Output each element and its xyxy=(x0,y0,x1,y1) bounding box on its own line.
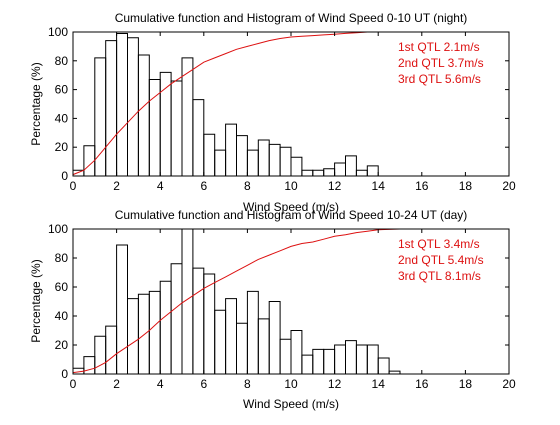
night-y-tick-label: 40 xyxy=(55,111,69,125)
day-chart-title: Cumulative function and Histogram of Win… xyxy=(115,208,468,222)
day-y-tick-label: 100 xyxy=(48,222,68,236)
day-histogram-bar xyxy=(268,301,281,374)
day-x-tick-label: 18 xyxy=(459,377,473,391)
night-y-tick-label: 60 xyxy=(55,83,69,97)
night-x-tick-label: 10 xyxy=(284,179,298,193)
day-histogram-bar xyxy=(290,330,303,374)
night-x-tick-label: 2 xyxy=(113,179,120,193)
day-y-tick-label: 80 xyxy=(55,251,69,265)
day-x-tick-label: 2 xyxy=(113,377,120,391)
day-histogram-bar xyxy=(377,357,390,374)
day-y-tick-label: 20 xyxy=(55,338,69,352)
night-x-tick-label: 4 xyxy=(157,179,164,193)
day-y-tick-label: 40 xyxy=(55,309,69,323)
day-chart-xlabel: Wind Speed (m/s) xyxy=(243,397,339,411)
day-chart: Cumulative function and Histogram of Win… xyxy=(29,208,516,411)
night-quartile-annotation: 1st QTL 2.1m/s xyxy=(398,40,480,54)
night-histogram-bar xyxy=(366,165,379,176)
day-x-tick-label: 20 xyxy=(502,377,516,391)
night-x-tick-label: 18 xyxy=(459,179,473,193)
day-quartile-annotation: 1st QTL 3.4m/s xyxy=(398,237,480,251)
day-x-tick-label: 12 xyxy=(328,377,342,391)
day-y-tick-label: 60 xyxy=(55,280,69,294)
night-chart-title: Cumulative function and Histogram of Win… xyxy=(115,11,468,25)
night-x-tick-label: 8 xyxy=(244,179,251,193)
night-y-tick-label: 80 xyxy=(55,54,69,68)
day-x-tick-label: 16 xyxy=(415,377,429,391)
night-quartile-annotation: 3rd QTL 5.6m/s xyxy=(398,72,481,86)
day-y-tick-label: 0 xyxy=(61,367,68,381)
night-chart-plot: 0 2 4 6 8 10 12 14 16 18 20 0 20 40 60 80 100 1st QTL 2.1… xyxy=(48,25,516,193)
night-y-tick-label: 0 xyxy=(61,169,68,183)
day-histogram-bar xyxy=(388,370,401,374)
night-x-tick-label: 20 xyxy=(502,179,516,193)
night-chart-xlabel: Wind Speed (m/s) xyxy=(243,200,339,214)
night-y-tick-label: 100 xyxy=(48,25,68,39)
day-x-tick-label: 10 xyxy=(284,377,298,391)
day-x-tick-label: 6 xyxy=(200,377,207,391)
day-x-tick-label: 0 xyxy=(70,377,77,391)
night-histogram-bar xyxy=(345,155,357,176)
day-quartile-annotation: 3rd QTL 8.1m/s xyxy=(398,269,481,283)
night-x-tick-label: 0 xyxy=(70,179,77,193)
night-x-tick-label: 16 xyxy=(415,179,429,193)
night-y-tick-label: 20 xyxy=(55,140,69,154)
day-x-tick-label: 8 xyxy=(244,377,251,391)
day-chart-ylabel: Percentage (%) xyxy=(29,259,43,342)
night-x-tick-label: 14 xyxy=(372,179,386,193)
day-quartile-annotation: 2nd QTL 5.4m/s xyxy=(398,253,484,267)
night-histogram-bar xyxy=(290,156,303,176)
night-cumulative-line xyxy=(73,32,509,176)
night-chart: Cumulative function and Histogram of Win… xyxy=(29,11,516,214)
day-chart-plot: 0 2 4 6 8 10 12 14 16 18 20 0 20 40 60 80 100 1st QTL 3.4… xyxy=(48,222,516,391)
night-x-tick-label: 12 xyxy=(328,179,342,193)
night-chart-ylabel: Percentage (%) xyxy=(29,62,43,145)
night-quartile-annotation: 2nd QTL 3.7m/s xyxy=(398,56,484,70)
night-x-tick-label: 6 xyxy=(200,179,207,193)
day-x-tick-label: 4 xyxy=(157,377,164,391)
day-x-tick-label: 14 xyxy=(372,377,386,391)
